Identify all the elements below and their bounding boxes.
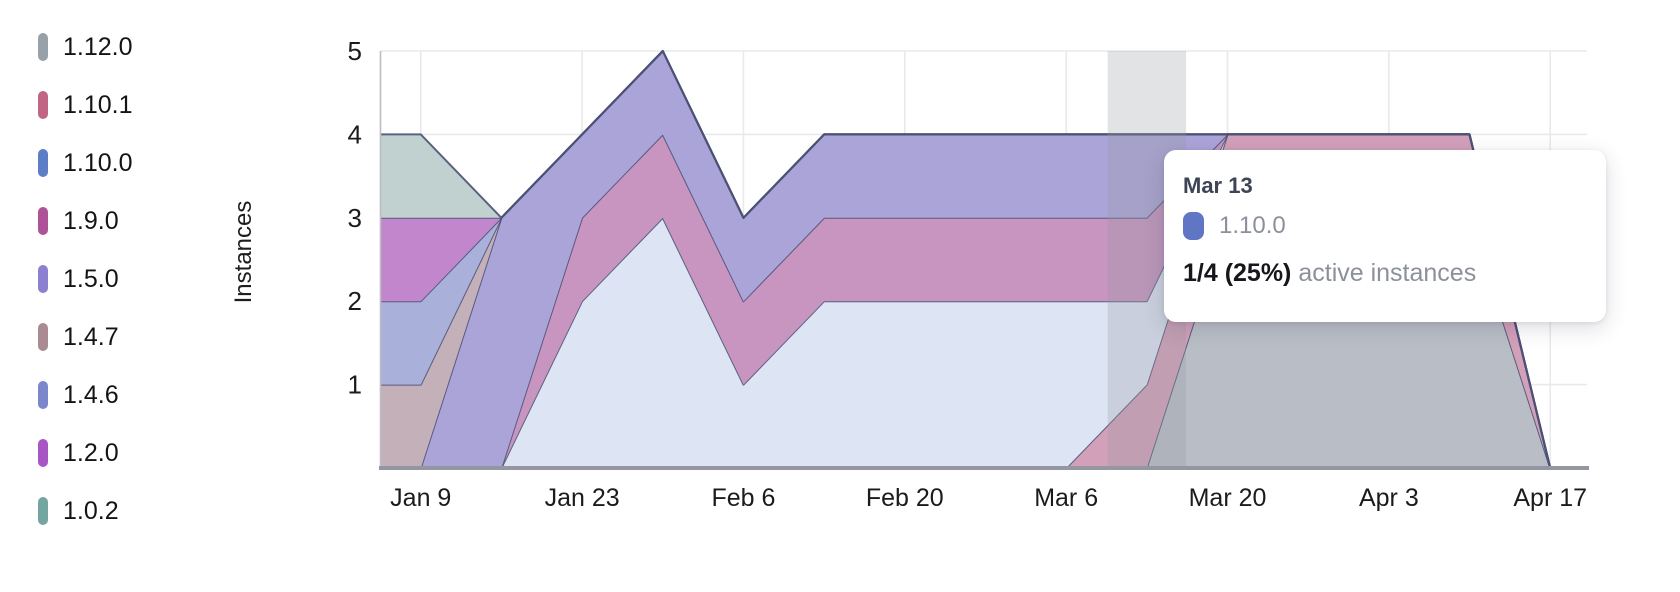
- legend-label: 1.12.0: [63, 32, 133, 61]
- legend-item-1.10.0[interactable]: 1.10.0: [38, 134, 133, 192]
- legend-item-1.4.7[interactable]: 1.4.7: [38, 308, 133, 366]
- legend-swatch-icon: [38, 265, 48, 293]
- tooltip-value: 1/4 (25%): [1183, 259, 1292, 287]
- tooltip: Mar 13 1.10.0 1/4 (25%) active instances: [1164, 150, 1606, 322]
- x-tick-label: Jan 9: [390, 484, 451, 512]
- legend-label: 1.0.2: [63, 496, 119, 525]
- legend: 1.12.0 1.10.1 1.10.0 1.9.0 1.5.0 1.4.7 1.4.6 1.…: [38, 18, 133, 540]
- legend-swatch-icon: [38, 323, 48, 351]
- legend-swatch-icon: [38, 33, 48, 61]
- legend-item-1.9.0[interactable]: 1.9.0: [38, 192, 133, 250]
- x-tick-label: Mar 20: [1189, 484, 1267, 512]
- tooltip-series-row: 1.10.0: [1183, 212, 1587, 240]
- y-axis-title: Instances: [230, 200, 257, 304]
- area-band-1.9.0[interactable]: [381, 134, 1587, 468]
- legend-label: 1.4.6: [63, 380, 119, 409]
- x-tick-label: Apr 17: [1513, 484, 1587, 512]
- legend-swatch-icon: [38, 439, 48, 467]
- x-tick-label: Feb 20: [866, 484, 944, 512]
- x-tick-label: Apr 3: [1359, 484, 1419, 512]
- y-tick-label: 4: [348, 119, 362, 149]
- tooltip-date: Mar 13: [1183, 173, 1253, 198]
- legend-item-1.4.6[interactable]: 1.4.6: [38, 366, 133, 424]
- area-edge-1.0.2: [381, 50, 1587, 469]
- x-tick-label: Jan 23: [545, 484, 620, 512]
- area-band-1.5.0[interactable]: [381, 51, 1587, 468]
- legend-label: 1.10.0: [63, 148, 133, 177]
- y-tick-label: 3: [348, 203, 362, 233]
- legend-label: 1.5.0: [63, 264, 119, 293]
- y-tick-label: 5: [348, 36, 362, 66]
- y-tick-label: 2: [348, 286, 362, 316]
- legend-item-1.12.0[interactable]: 1.12.0: [38, 18, 133, 76]
- x-tick-label: Mar 6: [1034, 484, 1098, 512]
- legend-label: 1.9.0: [63, 206, 119, 235]
- legend-swatch-icon: [38, 497, 48, 525]
- legend-item-1.10.1[interactable]: 1.10.1: [38, 76, 133, 134]
- legend-swatch-icon: [38, 149, 48, 177]
- legend-item-1.2.0[interactable]: 1.2.0: [38, 424, 133, 482]
- legend-swatch-icon: [38, 207, 48, 235]
- legend-item-1.0.2[interactable]: 1.0.2: [38, 482, 133, 540]
- legend-label: 1.10.1: [63, 90, 133, 119]
- tooltip-series-label: 1.10.0: [1219, 212, 1286, 239]
- x-tick-label: Feb 6: [711, 484, 775, 512]
- legend-label: 1.2.0: [63, 438, 119, 467]
- legend-swatch-icon: [38, 91, 48, 119]
- tooltip-value-row: 1/4 (25%) active instances: [1183, 261, 1587, 286]
- tooltip-series-swatch: [1183, 212, 1204, 240]
- legend-swatch-icon: [38, 381, 48, 409]
- y-tick-label: 1: [348, 370, 362, 400]
- tooltip-value-suffix: active instances: [1298, 259, 1477, 287]
- legend-item-1.5.0[interactable]: 1.5.0: [38, 250, 133, 308]
- legend-label: 1.4.7: [63, 322, 119, 351]
